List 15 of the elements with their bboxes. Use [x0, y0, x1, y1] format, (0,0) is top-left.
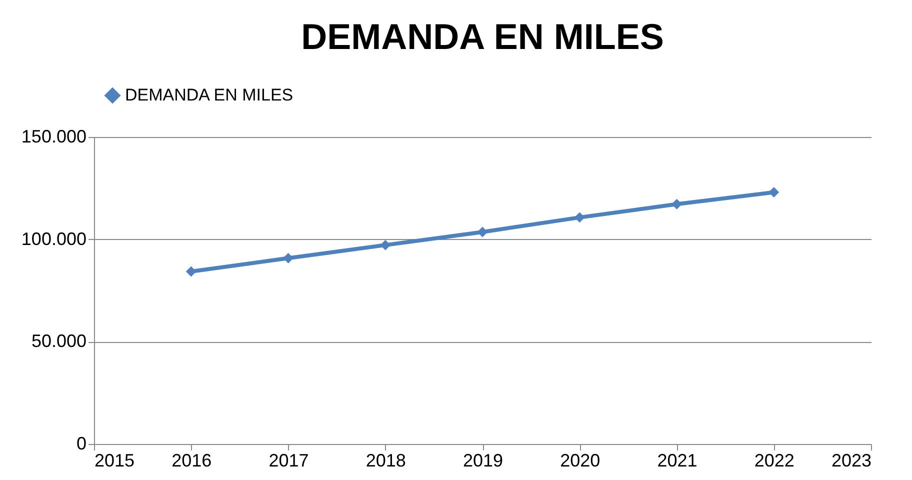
- x-tick-label: 2016: [172, 450, 212, 470]
- x-tick-label: 2023: [831, 450, 872, 470]
- x-tick-label: 2019: [462, 450, 504, 470]
- x-tick-label: 2015: [94, 450, 135, 470]
- x-tick-label: 2018: [366, 450, 406, 470]
- x-tick-label: 2021: [657, 450, 698, 470]
- legend-label: DEMANDA EN MILES: [125, 86, 294, 104]
- chart-title: DEMANDA EN MILES: [301, 16, 664, 57]
- x-tick-label: 2022: [754, 450, 794, 470]
- x-tick-label: 2017: [268, 450, 309, 470]
- x-tick-label: 2020: [560, 450, 600, 470]
- y-tick-label: 0: [76, 434, 86, 454]
- y-tick-label: 150.000: [21, 126, 86, 146]
- y-tick-label: 100.000: [21, 228, 86, 249]
- y-tick-label: 50.000: [31, 331, 86, 352]
